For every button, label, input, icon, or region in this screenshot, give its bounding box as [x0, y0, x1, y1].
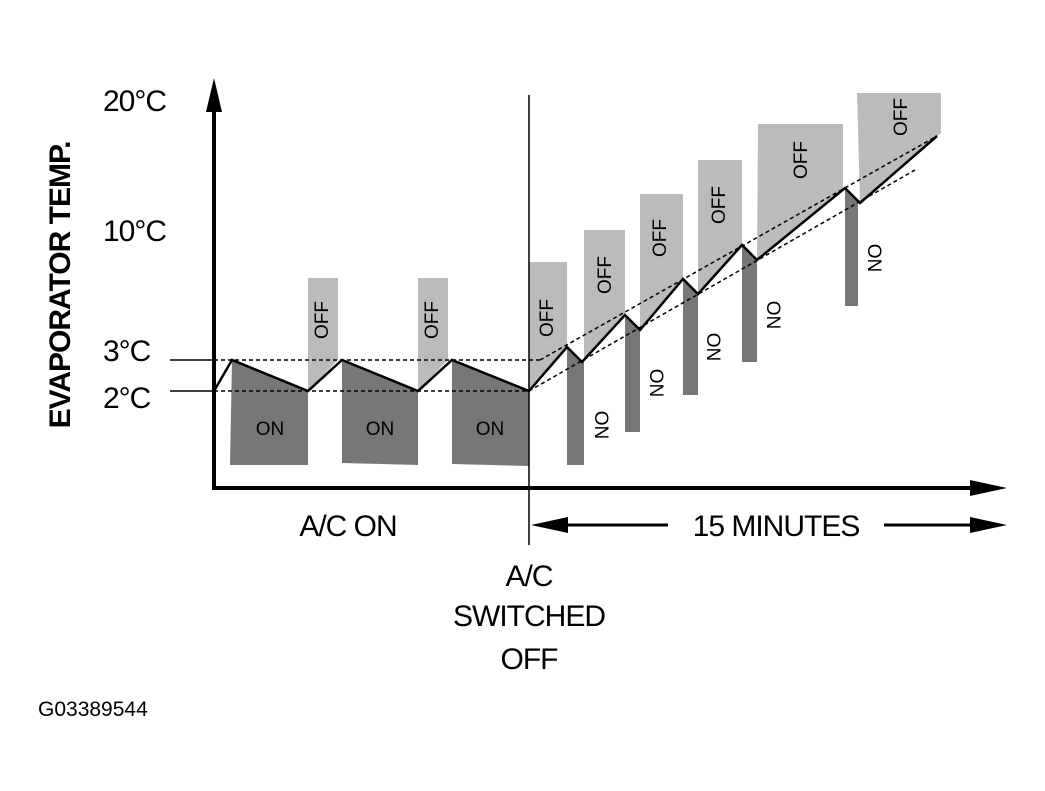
switched-off: OFF — [501, 643, 559, 676]
on-label: ON — [702, 333, 723, 362]
on-label: ON — [476, 419, 505, 440]
on-block — [683, 279, 698, 395]
y-label: 10°C — [103, 215, 166, 248]
off-label: OFF — [650, 219, 671, 257]
off-label: OFF — [791, 141, 812, 179]
figure-id: G03389544 — [38, 698, 148, 721]
switched-off: SWITCHED — [453, 600, 605, 633]
arrow — [970, 480, 1007, 496]
off-block — [640, 194, 683, 330]
arrow — [531, 517, 568, 533]
on-label: ON — [256, 419, 285, 440]
on-block — [230, 360, 308, 465]
off-block — [584, 230, 625, 362]
duration: 15 MINUTES — [693, 510, 860, 543]
off-block — [529, 262, 567, 391]
temperature-line — [212, 135, 938, 393]
off-label: OFF — [312, 301, 333, 339]
off-label: OFF — [537, 299, 558, 337]
on-block — [845, 188, 858, 306]
off-label: OFF — [595, 256, 616, 294]
off-block — [308, 278, 338, 391]
on-block — [625, 315, 640, 432]
off-block — [857, 93, 941, 203]
y-label: 20°C — [103, 85, 166, 118]
on-label: ON — [645, 369, 666, 398]
on-block — [567, 347, 584, 465]
off-label: OFF — [709, 186, 730, 224]
on-block — [342, 360, 418, 465]
off-label: OFF — [422, 301, 443, 339]
on-label: ON — [762, 301, 783, 330]
on-block — [452, 360, 529, 466]
off-label: OFF — [891, 98, 912, 136]
on-label: ON — [366, 419, 395, 440]
y-axis-title: EVAPORATOR TEMP. — [44, 142, 77, 429]
y-label: 3°C — [103, 335, 151, 368]
y-label: 2°C — [103, 382, 151, 415]
ac-on: A/C ON — [299, 510, 396, 543]
arrow — [206, 78, 222, 112]
off-block — [418, 278, 448, 391]
on-label: ON — [863, 244, 884, 273]
right-labels: OFF ON OFF ON OFF ON OFF ON OFF ON OFF — [537, 98, 912, 439]
switched-off: A/C — [505, 560, 552, 593]
off-block — [698, 160, 742, 294]
on-block — [742, 245, 757, 362]
arrow — [970, 517, 1007, 533]
on-label: ON — [590, 411, 611, 440]
